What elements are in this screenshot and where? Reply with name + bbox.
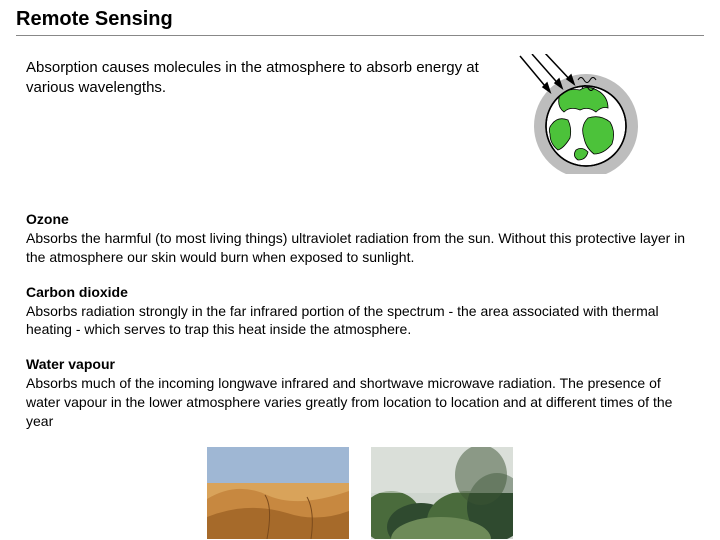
section-body: Absorbs much of the incoming longwave in… [26, 375, 672, 429]
intro-row: Absorption causes molecules in the atmos… [16, 54, 704, 174]
section-body: Absorbs the harmful (to most living thin… [26, 230, 685, 265]
earth-atmosphere-diagram [508, 54, 638, 174]
rainforest-photo [371, 447, 513, 539]
intro-text: Absorption causes molecules in the atmos… [26, 54, 496, 99]
page-title: Remote Sensing [16, 8, 704, 31]
images-row [16, 447, 704, 539]
slide: Remote Sensing Absorption causes molecul… [0, 0, 720, 540]
section-heading: Ozone [26, 211, 69, 227]
section-heading: Carbon dioxide [26, 284, 128, 300]
section-water-vapour: Water vapour Absorbs much of the incomin… [16, 355, 704, 431]
section-body: Absorbs radiation strongly in the far in… [26, 303, 659, 338]
section-carbon-dioxide: Carbon dioxide Absorbs radiation strongl… [16, 283, 704, 340]
desert-photo [207, 447, 349, 539]
section-ozone: Ozone Absorbs the harmful (to most livin… [16, 210, 704, 267]
section-heading: Water vapour [26, 356, 115, 372]
title-bar: Remote Sensing [16, 8, 704, 36]
